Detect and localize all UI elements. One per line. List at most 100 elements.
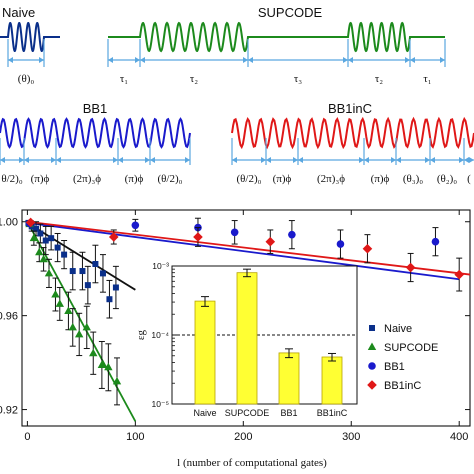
inset-category-label: BB1inC [317,408,348,418]
supcode-data-point [82,322,91,331]
plot-frame [21,209,471,427]
legend-marker [369,325,375,331]
bb1inc-interval-label: (θ/2)₀ [237,173,262,185]
supcode-interval-label: τ₂ [375,73,383,85]
bb1-interval-label: (2π)₃ϕ [73,173,101,185]
legend-marker [368,362,376,370]
inset-bar [194,300,216,405]
inset-y-tick-label: 10⁻⁴ [151,330,169,340]
arrow-head [19,157,24,163]
supcode-data-point [75,329,84,338]
supcode-data-point [89,348,98,357]
bb1inc-data-point [362,243,373,254]
x-tick-label: 300 [342,431,360,443]
naive-data-point [99,270,106,277]
bb1inc-data-point [405,262,416,273]
y-tick-label: 0.96 [0,311,18,323]
legend-label: SUPCODE [384,342,438,354]
pulse-sequence-panel: Naive (θ)₀ SUPCODE τ₁ τ₂ τ₃ τ₂ τ₁ BB1 θ/2)₀ (π)ϕ (2… [0,5,474,185]
bb1-data-point [431,237,440,246]
arrow-head [348,57,353,63]
bb1inc-data-point [25,217,36,228]
arrow-head [469,157,474,163]
inset-category-label: Naive [193,408,216,418]
arrow-head [51,157,56,163]
supcode-data-point [44,268,54,277]
arrow-head [108,57,113,63]
naive-data-point [33,225,40,232]
legend-label: BB1inC [384,380,421,392]
arrow-head [8,57,13,63]
arrow-head [140,57,145,63]
inset-bar [236,272,258,405]
bb1-pulse-waveform [0,117,191,149]
naive-data-point [92,261,99,267]
bb1-interval-label: (π)ϕ [125,173,144,185]
bb1inc-interval-label: (π)ϕ [371,173,390,185]
bb1inc-interval-label: (θ₃)₀ [403,173,423,185]
naive-data-point [42,237,49,244]
naive-pulse-label: (θ)₀ [18,73,35,85]
naive-data-point [84,282,91,289]
bb1-data-point [131,221,140,230]
x-tick-label: 0 [24,431,30,443]
bb1inc-data-point [265,236,276,247]
arrow-head [359,157,364,163]
y-tick-label: 0.92 [0,405,18,417]
x-tick-label: 200 [234,431,252,443]
supcode-data-point [64,306,73,314]
arrow-head [405,57,410,63]
supcode-interval-label: τ₂ [190,73,198,85]
arrow-head [343,57,348,63]
supcode-data-point [51,290,60,298]
bb1inc-interval-label: (θ₂)₀ [437,173,457,185]
supcode-data-point [29,233,39,242]
naive-data-point [48,235,55,242]
naive-sequence-title: Naive [2,5,35,20]
arrow-head [150,157,155,163]
supcode-data-point [104,362,113,371]
y-tick-label: 1.00 [0,217,18,229]
bb1-data-point [288,230,296,239]
arrow-head [232,157,237,163]
inset-y-tick-label: 10⁻⁵ [152,399,169,409]
arrow-head [56,157,61,163]
arrow-head [266,157,271,163]
inset-y-tick-label: 10⁻³ [152,261,169,271]
bb1-data-point [230,228,239,237]
legend-label: Naive [384,323,412,335]
naive-data-point [54,244,61,251]
supcode-data-point [39,254,48,263]
arrow-head [185,157,190,163]
supcode-data-point [112,376,122,385]
arrow-head [39,57,44,63]
supcode-data-point [68,322,77,331]
fidelity-plot: 0 100 200 300 400 0.92 0.96 1.00 l (number of co… [0,209,471,469]
bb1-interval-label: (π)ϕ [31,173,50,185]
bb1inc-interval-label: ( [467,173,471,185]
arrow-head [261,157,266,163]
naive-pulse-waveform [0,22,60,52]
arrow-head [464,157,469,163]
arrow-head [145,157,150,163]
bb1inc-pulse-waveform [231,116,474,150]
arrow-head [24,157,29,163]
supcode-data-point [35,247,44,256]
arrow-head [425,157,430,163]
arrow-head [364,157,369,163]
bb1-sequence-title: BB1 [83,101,108,116]
supcode-interval-label: τ₁ [120,73,128,85]
supcode-data-point [55,299,64,307]
fit-line [27,220,471,276]
naive-data-point [79,268,86,275]
arrow-head [118,157,123,163]
bb1inc-sequence-title: BB1inC [328,101,372,116]
legend-marker [367,380,377,390]
arrow-head [113,157,118,163]
x-tick-label: 400 [450,431,468,443]
x-tick-label: 100 [126,431,144,443]
legend-marker [367,342,377,350]
inset-category-label: BB1 [280,408,297,418]
inset-y-axis-label: εg [135,329,147,340]
